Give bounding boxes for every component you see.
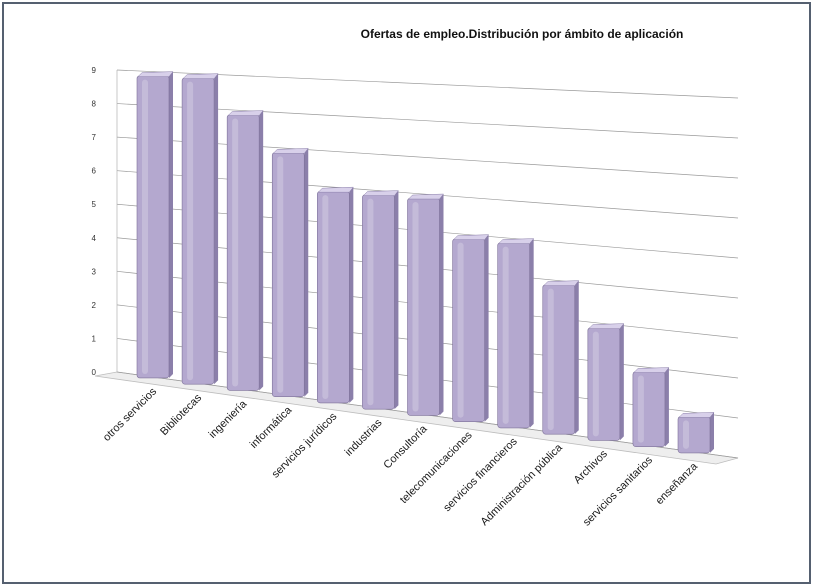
bar-highlight [187, 81, 194, 381]
bar [587, 323, 625, 441]
bar [497, 238, 535, 429]
bar-highlight [142, 79, 148, 374]
bar [317, 186, 354, 404]
bar [542, 280, 580, 435]
bar-front [226, 114, 260, 391]
bar-top [317, 186, 354, 193]
bar-highlight [277, 156, 284, 393]
bar-top [362, 190, 399, 196]
bar [271, 148, 309, 398]
bar-front [587, 327, 621, 441]
y-tick-label: 8 [92, 100, 97, 109]
y-axis-ticks: 0 1 2 3 4 5 6 7 8 9 [92, 66, 97, 377]
bar-highlight [683, 420, 689, 449]
y-tick-label: 2 [92, 301, 97, 310]
bar-top [678, 412, 715, 418]
bar-front [542, 284, 576, 435]
bar-top [407, 193, 445, 200]
bar-top [272, 148, 309, 154]
bar [136, 71, 174, 379]
bar-front [317, 190, 350, 404]
bar-top [452, 234, 490, 240]
bar [362, 190, 399, 410]
bar-front [362, 194, 395, 410]
bar-side [349, 187, 354, 403]
bar [226, 110, 264, 391]
bar-side [529, 238, 534, 428]
gridline [116, 136, 739, 179]
bar-front [271, 152, 305, 398]
gridline [116, 103, 739, 139]
bar-side [259, 110, 264, 391]
bar-highlight [502, 246, 509, 424]
bar-front [407, 197, 440, 416]
bar-top [227, 110, 264, 116]
bar-front [677, 416, 711, 454]
x-tick-label: informática [248, 404, 295, 451]
bar-top [588, 323, 625, 329]
bar-side [439, 194, 444, 416]
gridline [116, 69, 739, 99]
bar-side [484, 234, 489, 422]
y-tick-label: 0 [92, 368, 97, 377]
bar-side [574, 280, 579, 435]
bar-side [169, 71, 173, 378]
y-tick-label: 5 [92, 200, 97, 209]
bar-highlight [367, 198, 374, 406]
bar-highlight [547, 288, 554, 431]
bar-side [394, 190, 399, 410]
bar-highlight [592, 331, 599, 437]
bar-side [214, 73, 219, 385]
bar-highlight [412, 202, 419, 412]
y-tick-label: 4 [92, 234, 97, 243]
bar-highlight [637, 375, 644, 443]
bar-front [181, 77, 215, 385]
bar [632, 367, 670, 447]
bar [407, 193, 445, 416]
y-tick-label: 3 [92, 267, 97, 276]
bar-side [664, 367, 669, 447]
bar-front [632, 371, 666, 447]
bar-top [137, 71, 174, 77]
x-tick-label: Archivos [572, 448, 611, 487]
bar [677, 412, 715, 454]
x-tick-label: industrias [343, 416, 385, 458]
bar [181, 73, 219, 385]
bar-top [633, 367, 670, 373]
y-tick-label: 9 [92, 66, 97, 75]
bar-front [136, 75, 170, 379]
y-tick-label: 1 [92, 334, 97, 343]
bars [136, 71, 715, 454]
bar-top [543, 280, 580, 286]
gridlines [94, 69, 739, 465]
x-tick-label: otros servicios [101, 385, 160, 444]
chart-title: Ofertas de empleo.Distribución por ámbit… [361, 27, 684, 41]
x-tick-label: enseñanza [654, 460, 701, 507]
y-tick-label: 7 [92, 133, 97, 142]
bar-highlight [322, 195, 329, 399]
y-tick-label: 6 [92, 167, 97, 176]
bar-highlight [457, 242, 464, 418]
x-tick-label: Bibliotecas [158, 392, 204, 438]
bar-side [619, 323, 624, 441]
bar [452, 234, 490, 422]
bar-top [498, 238, 535, 244]
bar-top [182, 73, 219, 79]
bar-highlight [232, 118, 239, 387]
bar-side [304, 148, 309, 397]
x-tick-label: Consultoría [381, 422, 430, 471]
bar-front [497, 242, 530, 429]
x-tick-label: ingeniería [207, 397, 250, 440]
bar-front [452, 238, 485, 422]
bar-side [710, 412, 714, 453]
